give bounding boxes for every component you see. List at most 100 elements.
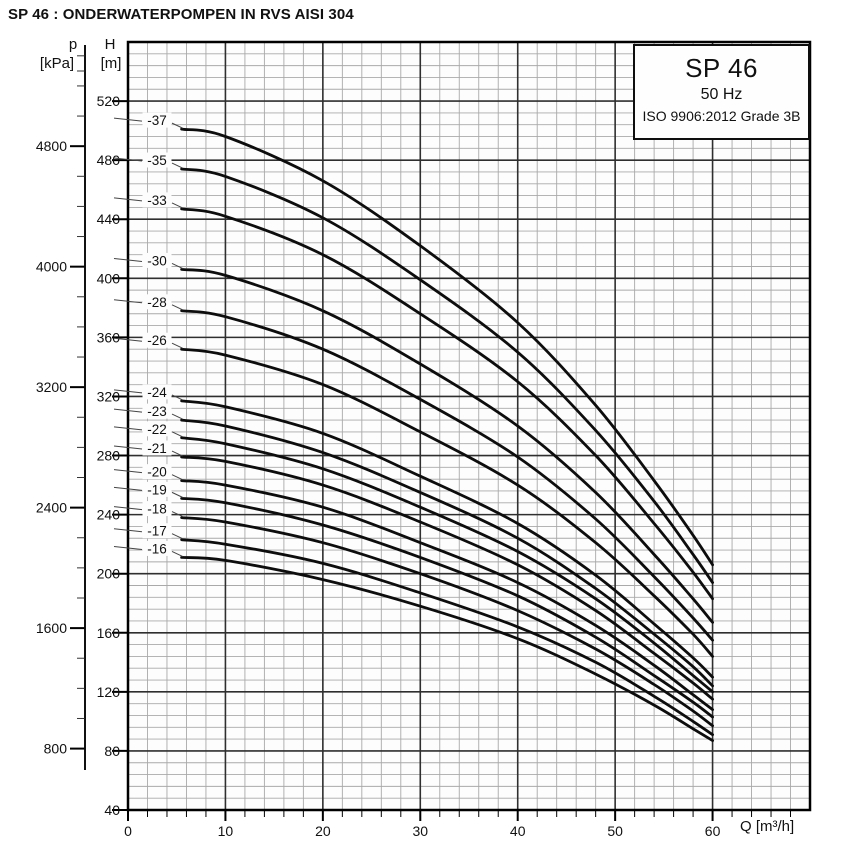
head-axis-tick-label: 320 — [97, 388, 121, 404]
curve-stage-label: -30 — [147, 253, 167, 268]
curve-label-leader — [113, 445, 143, 450]
head-axis-tick-label: 160 — [97, 625, 121, 641]
curve-label-bg — [142, 332, 172, 348]
curve-label-bg — [142, 481, 172, 497]
curve-label-bg — [142, 421, 172, 437]
curve-label-leader — [113, 408, 143, 413]
pump-curve-21 — [180, 455, 714, 701]
flow-axis-tick-label: 50 — [607, 823, 623, 839]
curve-label-bg — [142, 464, 172, 480]
legend-standard: ISO 9906:2012 Grade 3B — [642, 108, 801, 124]
curve-label-leader — [171, 550, 183, 557]
pump-curve-26 — [180, 347, 714, 658]
pressure-axis-tick-label: 1600 — [36, 620, 67, 636]
curve-stage-label: -33 — [147, 193, 167, 208]
curve-stage-label: -21 — [147, 441, 167, 456]
curve-label-bg — [142, 384, 172, 400]
head-axis-tick-label: 520 — [97, 93, 121, 109]
curve-label-leader — [171, 122, 183, 129]
curve-label-leader — [171, 533, 183, 540]
head-axis-tick-label: 480 — [97, 152, 121, 168]
curve-label-leader — [171, 491, 183, 498]
pressure-axis-symbol: p — [68, 36, 78, 53]
pump-curve-20 — [180, 479, 714, 711]
curve-label-leader — [113, 157, 143, 162]
curve-label-leader — [171, 262, 183, 269]
plot-border — [126, 40, 812, 812]
head-axis-tick-label: 280 — [97, 448, 121, 464]
pump-curves — [180, 127, 714, 742]
curve-label-leader — [171, 474, 183, 481]
curve-label-leader — [113, 545, 143, 550]
curve-label-leader — [113, 389, 143, 394]
pressure-axis-tick-label: 4000 — [36, 259, 67, 275]
curve-label-leader — [113, 337, 143, 342]
pressure-axis-tick-label: 2400 — [36, 500, 67, 516]
pressure-axis-tick-label: 800 — [44, 741, 68, 757]
curve-label-leader — [113, 469, 143, 474]
curve-label-bg — [142, 252, 172, 268]
legend-frequency: 50 Hz — [700, 86, 743, 103]
curve-labels: -37 -35 -33 -30 -28 -26 -24 -23 -22 -21 -20 -19 -18 -… — [113, 112, 183, 557]
head-axis-tick-label: 360 — [97, 329, 121, 345]
curve-label-bg — [142, 294, 172, 310]
curve-stage-label: -17 — [147, 524, 167, 539]
curve-label-leader — [113, 486, 143, 491]
curve-label-leader — [113, 426, 143, 431]
pump-curve-18 — [180, 516, 714, 728]
curve-stage-label: -26 — [147, 333, 167, 348]
flow-axis: 0 10 20 30 40 50 60 — [124, 811, 792, 839]
curve-label-leader — [171, 162, 183, 169]
head-axis-tick-label: 400 — [97, 270, 121, 286]
head-axis-tick-label: 120 — [97, 684, 121, 700]
curve-label-leader — [171, 304, 183, 311]
flow-axis-tick-label: 10 — [218, 823, 234, 839]
pump-curve-16 — [180, 556, 714, 742]
curve-label-leader — [113, 299, 143, 304]
flow-axis-tick-label: 40 — [510, 823, 526, 839]
pump-curve-28 — [180, 309, 714, 642]
legend-model-name: SP 46 — [685, 53, 758, 83]
curve-stage-label: -16 — [147, 541, 167, 556]
legend-box: SP 46 50 Hz ISO 9906:2012 Grade 3B — [633, 44, 810, 140]
curve-stage-label: -22 — [147, 422, 167, 437]
curve-stage-label: -23 — [147, 404, 167, 419]
curve-label-leader — [171, 413, 183, 420]
curve-stage-label: -19 — [147, 482, 167, 497]
curve-label-leader — [171, 394, 183, 401]
pump-curve-19 — [180, 497, 714, 719]
head-axis-tick-label: 80 — [104, 743, 120, 759]
curve-label-leader — [113, 257, 143, 262]
pump-curve-30 — [180, 268, 714, 624]
curve-label-leader — [171, 511, 183, 518]
curve-label-bg — [142, 192, 172, 208]
curve-label-bg — [142, 540, 172, 556]
flow-axis-tick-label: 60 — [705, 823, 721, 839]
curve-stage-label: -37 — [147, 113, 167, 128]
curve-stage-label: -28 — [147, 295, 167, 310]
curve-stage-label: -20 — [147, 465, 167, 480]
pressure-axis: 800 1600 2400 3200 4000 4800 — [36, 45, 86, 770]
curve-stage-label: -35 — [147, 153, 167, 168]
curve-label-leader — [113, 117, 143, 122]
curve-label-bg — [142, 523, 172, 539]
grid-major — [128, 42, 810, 810]
curve-label-leader — [171, 431, 183, 438]
curve-label-bg — [142, 440, 172, 456]
pump-curve-23 — [180, 418, 714, 688]
curve-stage-label: -24 — [147, 385, 167, 400]
pump-curve-33 — [180, 207, 714, 601]
curve-label-bg — [142, 403, 172, 419]
curve-label-leader — [113, 506, 143, 511]
curve-label-leader — [171, 450, 183, 457]
head-axis-unit: [m] — [100, 55, 122, 72]
pump-curve-17 — [180, 538, 714, 737]
pump-curve-35 — [180, 167, 714, 584]
curve-label-bg — [142, 501, 172, 517]
flow-axis-tick-label: 20 — [315, 823, 331, 839]
head-axis-tick-label: 40 — [104, 802, 120, 818]
curve-label-leader — [113, 528, 143, 533]
pressure-axis-tick-label: 4800 — [36, 138, 67, 154]
